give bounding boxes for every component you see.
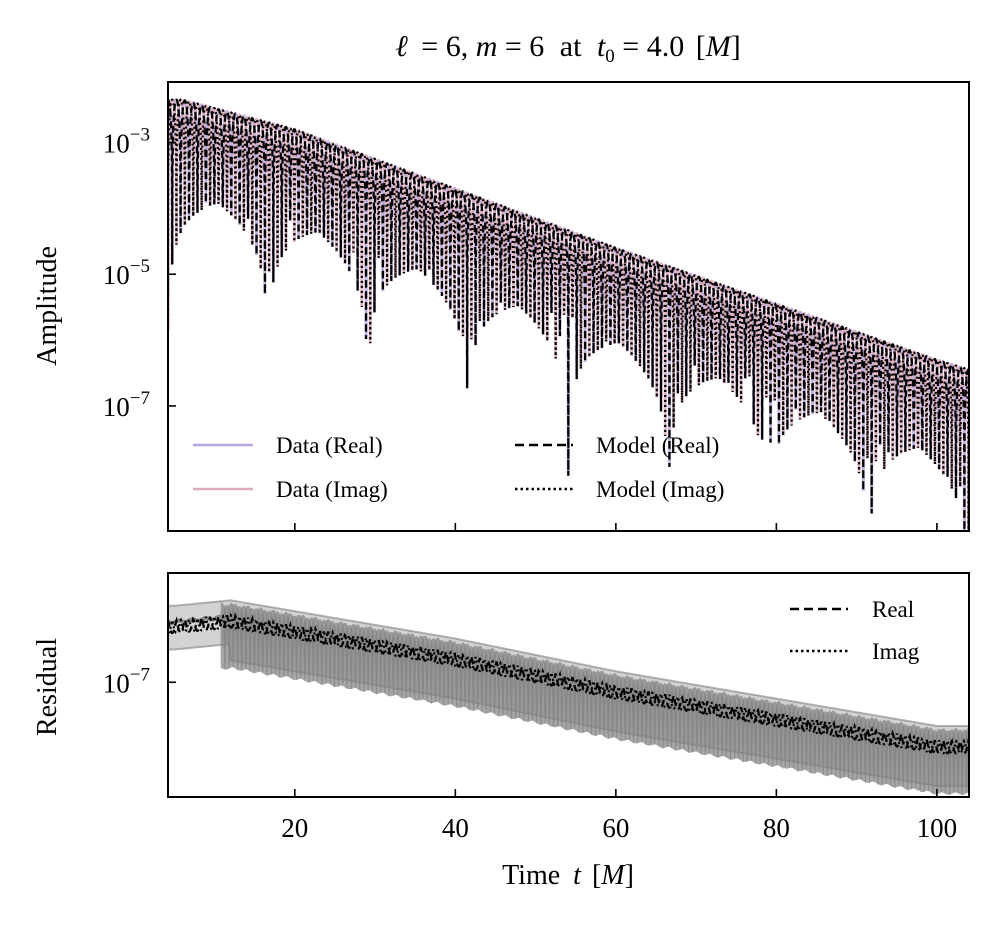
residual-xtick-label: 60 [602,813,629,843]
legend-item-real: Real [790,597,914,622]
amplitude-ytick-label: 10−7 [103,388,150,422]
legend-label-model-imag: Model (Imag) [596,477,724,502]
amplitude-ytick-label: 10−3 [103,125,150,159]
legend-item-data-imag: Data (Imag) [193,477,388,502]
amplitude-ylabel: Amplitude [32,246,63,366]
legend-item-model-real: Model (Real) [515,433,719,458]
residual-xtick-label: 80 [763,813,790,843]
residual-xtick-labels: 20 40 60 80 100 [281,813,957,843]
residual-ytick-label: 10−7 [103,664,150,698]
legend-item-data-real: Data (Real) [193,433,383,458]
legend-label-imag: Imag [872,639,920,664]
residual-legend: Real Imag [790,597,920,664]
legend-label-data-imag: Data (Imag) [276,477,388,502]
amplitude-axes-frame [167,81,970,532]
legend-label-real: Real [872,597,914,622]
legend-label-data-real: Data (Real) [276,433,383,458]
residual-ticks [168,681,938,797]
residual-panel: 10−7 20 40 60 80 100 Residual Time t [M] Rea… [32,572,970,891]
residual-ytick-labels: 10−7 [103,664,150,698]
legend-item-model-imag: Model (Imag) [515,477,724,502]
amplitude-series-group [168,98,969,531]
residual-real-line [168,612,969,755]
legend-item-imag: Imag [790,639,920,664]
legend-label-model-real: Model (Real) [596,433,719,458]
chart-title: ℓ = 6, m = 6 at t0 = 4.0 [M] [395,30,740,67]
residual-series-group [168,599,969,796]
residual-axes-frame [167,572,970,798]
amplitude-ticks [168,141,938,531]
residual-imag-samples [168,601,969,796]
amplitude-ytick-label: 10−5 [103,256,150,290]
residual-xtick-label: 20 [281,813,308,843]
residual-ylabel: Residual [32,638,63,736]
amplitude-legend: Data (Real) Data (Imag) Model (Real) Mod… [193,433,724,502]
amplitude-panel: 10−3 10−5 10−7 Amplitude Data (Real) Data … [32,81,970,532]
model-imag-line [168,98,969,531]
residual-xtick-label: 100 [917,813,958,843]
residual-xlabel: Time t [M] [502,860,634,891]
residual-xtick-label: 40 [442,813,469,843]
amplitude-ytick-labels: 10−3 10−5 10−7 [103,125,150,422]
